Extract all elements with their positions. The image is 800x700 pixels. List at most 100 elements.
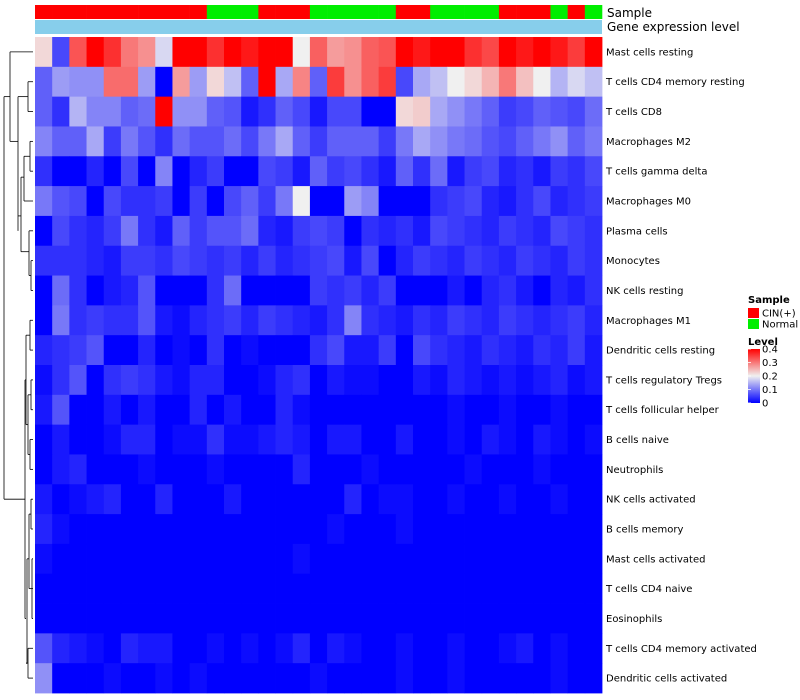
heatmap-cell xyxy=(378,454,397,485)
heatmap-cell xyxy=(584,663,603,694)
heatmap-cell xyxy=(481,603,500,634)
heatmap-cell xyxy=(361,514,380,545)
heatmap-cell xyxy=(138,633,156,664)
heatmap-cell xyxy=(275,603,294,634)
heatmap-cell xyxy=(533,156,551,187)
heatmap-cell xyxy=(86,96,105,127)
heatmap-cell xyxy=(533,126,551,157)
heatmap-cell xyxy=(344,156,362,187)
heatmap-cell xyxy=(481,663,500,694)
heatmap-cell xyxy=(395,424,414,455)
sample-annotation-cell xyxy=(584,5,603,19)
heatmap-cell xyxy=(258,156,276,187)
heatmap-cell xyxy=(361,305,380,336)
heatmap-cell xyxy=(378,663,397,694)
heatmap-cell xyxy=(327,186,345,217)
row-label: T cells CD4 memory resting xyxy=(605,77,745,88)
heatmap-cell xyxy=(224,633,242,664)
heatmap-cell xyxy=(86,245,105,276)
heatmap-cell xyxy=(584,215,603,247)
heatmap-cell xyxy=(361,365,380,396)
heatmap-cell xyxy=(69,424,87,455)
heatmap-cell xyxy=(35,484,53,515)
heatmap-cell xyxy=(138,424,156,455)
heatmap-cell xyxy=(155,275,173,306)
heatmap-cell xyxy=(86,663,105,694)
heatmap-cell xyxy=(567,394,586,426)
heatmap-cell xyxy=(430,663,448,694)
heatmap-cell xyxy=(309,156,328,187)
heatmap-cell xyxy=(378,514,397,545)
heatmap-cell xyxy=(224,514,242,545)
heatmap-cell xyxy=(103,275,122,306)
heatmap-cell xyxy=(35,663,53,694)
heatmap-cell xyxy=(464,37,483,68)
heatmap-cell xyxy=(258,66,276,98)
heatmap-cell xyxy=(52,603,70,634)
heatmap-cell xyxy=(550,96,569,127)
heatmap-cell xyxy=(430,633,448,664)
heatmap-cell xyxy=(498,335,517,366)
heatmap-cell xyxy=(275,543,294,575)
heatmap-cell xyxy=(430,484,448,515)
heatmap-cell xyxy=(103,305,122,336)
heatmap-cell xyxy=(172,514,191,545)
heatmap-cell xyxy=(120,424,139,455)
heatmap-cell xyxy=(550,603,569,634)
heatmap-cell xyxy=(138,96,156,127)
sample-annotation-cell xyxy=(241,5,259,19)
heatmap-cell xyxy=(206,573,225,604)
heatmap-cell xyxy=(309,424,328,455)
heatmap-cell xyxy=(292,275,311,306)
heatmap-cell xyxy=(344,186,362,217)
heatmap-cell xyxy=(120,66,139,98)
heatmap-cell xyxy=(189,633,208,664)
heatmap-cell xyxy=(516,543,534,575)
heatmap-cell xyxy=(395,454,414,485)
heatmap-cell xyxy=(464,215,483,247)
heatmap-cell xyxy=(378,484,397,515)
heatmap-cell xyxy=(275,37,294,68)
heatmap-cell xyxy=(155,215,173,247)
heatmap-cell xyxy=(155,66,173,98)
heatmap-cell xyxy=(52,275,70,306)
heatmap-cell xyxy=(327,335,345,366)
heatmap-cell xyxy=(430,603,448,634)
heatmap-cell xyxy=(292,215,311,247)
heatmap-cell xyxy=(189,245,208,276)
heatmap-cell xyxy=(550,37,569,68)
heatmap-cell xyxy=(498,543,517,575)
heatmap-cell xyxy=(241,543,259,575)
heatmap-cell xyxy=(35,126,53,157)
heatmap-cell xyxy=(344,96,362,127)
heatmap-cell xyxy=(464,573,483,604)
heatmap-cell xyxy=(224,484,242,515)
heatmap-cell xyxy=(155,37,173,68)
heatmap-cell xyxy=(361,663,380,694)
sample-annotation-cell xyxy=(120,5,139,19)
heatmap-cell xyxy=(69,245,87,276)
heatmap-cell xyxy=(550,156,569,187)
heatmap-cell xyxy=(481,394,500,426)
heatmap-cell xyxy=(258,603,276,634)
heatmap-cell xyxy=(155,126,173,157)
heatmap-cell xyxy=(430,66,448,98)
heatmap-cell xyxy=(498,514,517,545)
heatmap-cell xyxy=(378,394,397,426)
heatmap-cell xyxy=(378,275,397,306)
heatmap-cell xyxy=(344,335,362,366)
heatmap-cell xyxy=(378,365,397,396)
heatmap-cell xyxy=(481,126,500,157)
heatmap-cell xyxy=(35,156,53,187)
sample-annotation-cell xyxy=(567,5,586,19)
heatmap-cell xyxy=(292,424,311,455)
heatmap-cell xyxy=(430,186,448,217)
heatmap-cell xyxy=(344,514,362,545)
heatmap-cell xyxy=(69,275,87,306)
heatmap-cell xyxy=(361,573,380,604)
sample-annotation-cell xyxy=(447,5,465,19)
heatmap-cell xyxy=(516,215,534,247)
heatmap-cell xyxy=(103,663,122,694)
heatmap-cell xyxy=(206,245,225,276)
sample-legend-label: Normal xyxy=(762,320,798,331)
